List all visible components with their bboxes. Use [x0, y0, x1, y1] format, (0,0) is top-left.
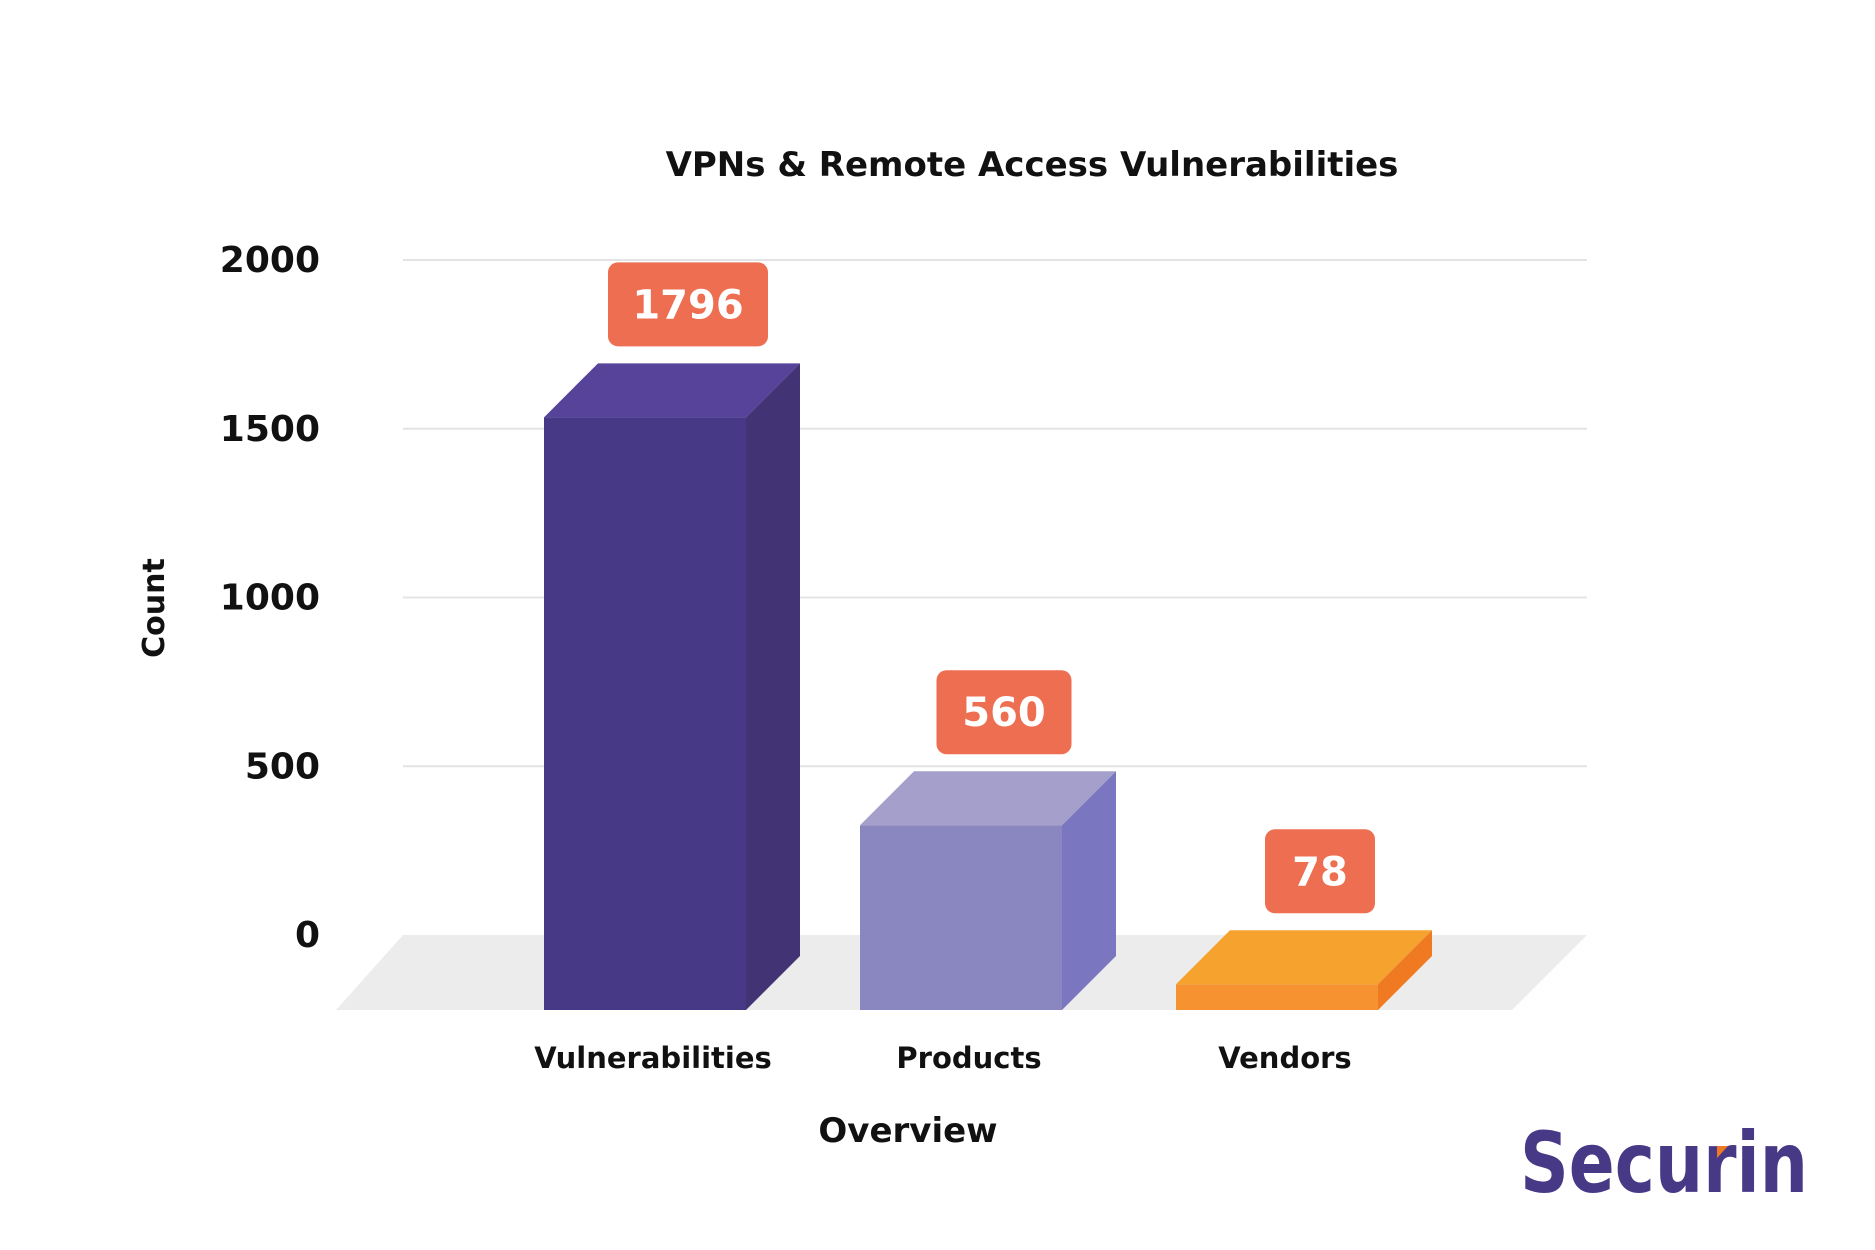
y-tick-label: 1000 — [220, 578, 320, 619]
securin-logo: Securin — [1520, 1114, 1808, 1212]
data-label: 560 — [936, 670, 1072, 755]
bar-top — [860, 771, 1116, 826]
y-tick-label: 0 — [295, 915, 320, 956]
x-tick-label: Vulnerabilities — [534, 1041, 772, 1075]
bars: 1796 560 78 — [544, 262, 1432, 1010]
data-label-box — [608, 262, 768, 347]
chart-title: VPNs & Remote Access Vulnerabilities — [666, 145, 1399, 185]
data-label: 78 — [1265, 829, 1375, 914]
bar-side — [1378, 930, 1432, 1010]
bar-products: 560 — [860, 670, 1116, 1010]
x-axis-label: Overview — [818, 1111, 997, 1151]
bar-top — [1176, 930, 1432, 985]
data-label-text: 78 — [1292, 849, 1348, 895]
y-tick-label: 1500 — [220, 409, 320, 450]
data-label-box — [936, 670, 1072, 755]
y-axis-label: Count — [137, 558, 172, 658]
x-tick-label: Vendors — [1218, 1041, 1351, 1075]
y-tick-label: 500 — [245, 746, 320, 787]
data-label-text: 1796 — [632, 282, 743, 328]
logo-text: Securin — [1520, 1114, 1808, 1212]
x-axis-ticks: Vulnerabilities Products Vendors — [534, 1041, 1351, 1075]
data-label-text: 560 — [962, 690, 1046, 736]
y-axis-ticks: 0 500 1000 1500 2000 — [220, 240, 320, 956]
bar-front — [544, 417, 746, 1010]
y-tick-label: 2000 — [220, 240, 320, 281]
bar-front — [1176, 984, 1378, 1010]
bar-top — [544, 363, 800, 418]
bar-side — [746, 363, 800, 1010]
data-label: 1796 — [608, 262, 768, 347]
bar-vulnerabilities: 1796 — [544, 262, 800, 1010]
x-tick-label: Products — [896, 1041, 1041, 1075]
bar-side — [1062, 771, 1116, 1010]
bar-front — [860, 825, 1062, 1010]
data-label-box — [1265, 829, 1375, 914]
bar-vendors: 78 — [1176, 829, 1432, 1010]
logo-accent — [1717, 1146, 1728, 1158]
